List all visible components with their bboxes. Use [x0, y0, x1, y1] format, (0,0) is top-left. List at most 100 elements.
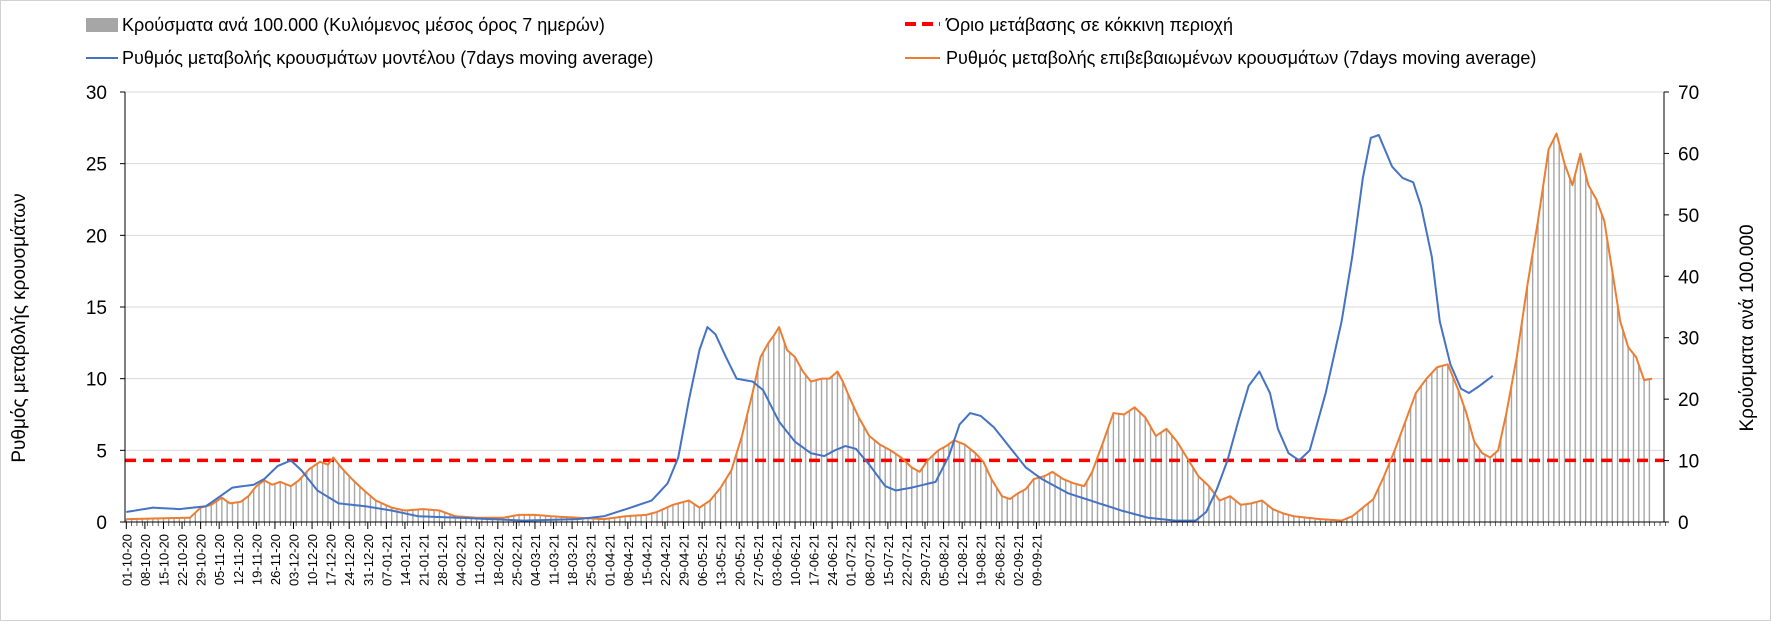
bar [1059, 477, 1062, 522]
y-left-tick-label: 20 [86, 226, 107, 247]
bar [1187, 458, 1189, 522]
bar [337, 464, 340, 522]
bar [666, 507, 669, 522]
x-tick-label: 19-11-20 [249, 534, 264, 585]
bar [1022, 490, 1024, 522]
bar [1462, 405, 1465, 522]
bar [788, 352, 791, 522]
bar [1537, 221, 1539, 522]
x-tick-label: 24-06-21 [825, 534, 840, 586]
bar [926, 460, 929, 522]
bar [1011, 497, 1014, 522]
bar [1531, 253, 1534, 522]
bar [1192, 467, 1194, 522]
bar [465, 516, 467, 522]
x-tick-label: 26-08-21 [992, 534, 1007, 586]
bar [359, 486, 361, 522]
bar [651, 513, 653, 522]
y-axis-left-ticks: 0 5 10 15 20 25 30 [86, 83, 125, 534]
bar [1038, 477, 1040, 522]
bar [1378, 487, 1380, 522]
bar [1563, 163, 1566, 522]
bar [1234, 500, 1237, 522]
bar [826, 378, 828, 522]
x-tick-label: 22-10-20 [175, 534, 190, 586]
bar [1404, 421, 1406, 522]
bar [459, 516, 462, 522]
bar [831, 376, 833, 522]
bar [597, 518, 600, 522]
x-tick-label: 15-07-21 [881, 534, 896, 586]
y-left-tick-label: 30 [86, 83, 107, 104]
x-tick-label: 07-01-21 [379, 534, 394, 586]
bar [624, 516, 626, 522]
bar [757, 369, 759, 522]
bar [868, 436, 870, 522]
bar [534, 514, 536, 522]
bar [1271, 509, 1274, 522]
y-right-tick-label: 60 [1678, 144, 1699, 165]
x-tick-label: 04-02-21 [454, 534, 469, 586]
bar [1330, 519, 1332, 522]
bar [1616, 304, 1619, 522]
bar [1266, 504, 1269, 522]
bar [635, 515, 637, 522]
x-tick-label: 24-12-20 [342, 534, 357, 586]
x-tick-label: 06-05-21 [695, 534, 710, 586]
bar [1585, 174, 1587, 522]
bar [369, 495, 372, 522]
bar [396, 508, 398, 522]
x-tick-label: 01-10-20 [119, 534, 134, 586]
bar [857, 417, 860, 522]
bar [682, 501, 685, 522]
y-right-tick-label: 70 [1678, 83, 1699, 104]
bar [1452, 377, 1454, 522]
x-tick-label: 05-08-21 [937, 534, 952, 586]
x-tick-label: 28-01-21 [435, 534, 450, 586]
bar [1383, 476, 1385, 522]
bar [1123, 414, 1125, 522]
bar [1314, 518, 1316, 522]
x-tick-label: 22-04-21 [658, 534, 673, 586]
bar [1510, 385, 1513, 522]
bar [1319, 519, 1322, 522]
legend-label-confirmed: Ρυθμός μεταβολής επιβεβαιωμένων κρουσμάτ… [946, 48, 1536, 68]
bar [820, 378, 823, 522]
bar [1155, 436, 1157, 522]
x-tick-label: 29-04-21 [677, 534, 692, 586]
legend-label-bars: Κρούσματα ανά 100.000 (Κυλιόμενος μέσος … [122, 15, 605, 35]
bar [401, 509, 403, 522]
bar [921, 468, 924, 522]
bar [454, 516, 457, 522]
bar [1218, 500, 1221, 522]
bar [380, 502, 382, 522]
line-series [126, 132, 1653, 522]
bar [629, 515, 632, 522]
bar [873, 440, 876, 522]
bar [709, 500, 711, 522]
bar [1213, 493, 1215, 522]
x-tick-label: 08-04-21 [621, 534, 636, 586]
bar [964, 444, 966, 522]
bar [1399, 436, 1401, 522]
bar [1287, 514, 1290, 522]
bar [1160, 432, 1162, 522]
bar [1468, 422, 1470, 522]
bar [767, 342, 770, 522]
gridlines [125, 91, 1664, 451]
bar [1521, 321, 1523, 522]
bar [173, 518, 175, 522]
legend: Κρούσματα ανά 100.000 (Κυλιόμενος μέσος … [86, 15, 1536, 68]
bar [704, 504, 706, 522]
bar [1245, 504, 1247, 522]
bar [985, 467, 987, 522]
bar [470, 517, 472, 522]
x-tick-label: 14-01-21 [398, 534, 413, 586]
legend-label-threshold: Όριο μετάβασης σε κόκκινη περιοχή [945, 15, 1233, 35]
bar [252, 489, 255, 522]
x-tick-label: 05-11-20 [212, 534, 227, 585]
bar [688, 500, 690, 522]
bar [1600, 213, 1603, 523]
bar [146, 518, 149, 522]
